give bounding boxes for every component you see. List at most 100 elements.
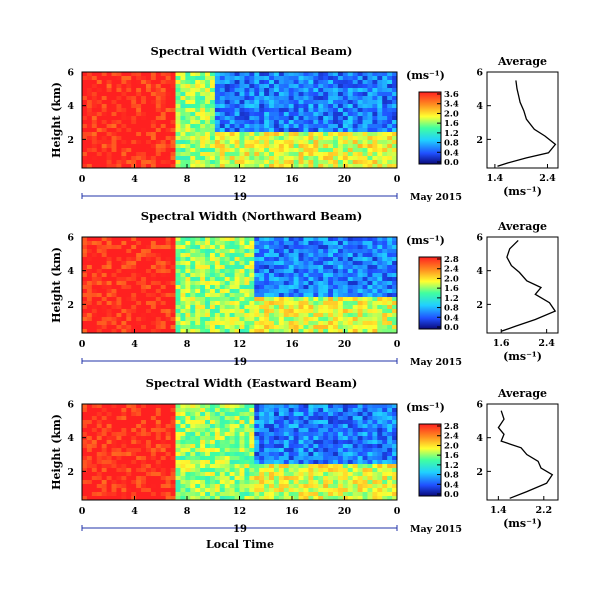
heatmap-cell	[308, 448, 314, 453]
heatmap-cell	[101, 160, 108, 165]
heatmap-cell	[249, 277, 255, 282]
heatmap-cell	[82, 460, 88, 465]
heatmap-cell	[249, 468, 255, 473]
heatmap-cell	[200, 317, 206, 322]
heatmap-cell	[224, 472, 231, 477]
heatmap-cell	[116, 444, 122, 449]
heatmap-cell	[357, 321, 363, 326]
heatmap-cell	[190, 253, 196, 258]
heatmap-cell	[288, 309, 295, 314]
heatmap-cell	[185, 96, 191, 101]
heatmap-cell	[269, 80, 275, 85]
heatmap-cell	[372, 277, 378, 282]
heatmap-cell	[308, 72, 314, 77]
heatmap-cell	[96, 313, 103, 318]
heatmap-cell	[372, 488, 378, 493]
heatmap-cell	[145, 281, 152, 286]
colorbar-tick-label: 0.0	[444, 323, 459, 333]
heatmap-cell	[160, 436, 167, 441]
heatmap-cell	[283, 273, 290, 278]
day-label: 19	[233, 192, 247, 203]
heatmap-cell	[337, 156, 344, 161]
heatmap-cell	[141, 325, 147, 330]
heatmap-cell	[195, 293, 201, 298]
heatmap-cell	[155, 484, 162, 489]
heatmap-cell	[209, 241, 216, 246]
heatmap-cell	[219, 321, 226, 326]
heatmap-cell	[160, 72, 167, 77]
heatmap-cell	[367, 277, 373, 282]
heatmap-cell	[254, 484, 260, 489]
heatmap-cell	[264, 237, 270, 242]
heatmap-cell	[308, 144, 314, 149]
heatmap-cell	[224, 456, 231, 461]
heatmap-cell	[303, 241, 309, 246]
heatmap-cell	[209, 285, 216, 290]
heatmap-cell	[219, 408, 226, 413]
heatmap-cell	[185, 432, 191, 437]
heatmap-cell	[387, 472, 393, 477]
heatmap-cell	[357, 120, 363, 125]
heatmap-cell	[190, 100, 196, 105]
heatmap-cell	[392, 237, 398, 242]
heatmap-cell	[239, 321, 245, 326]
heatmap-cell	[150, 261, 157, 266]
heatmap-cell	[155, 408, 162, 413]
heatmap-cell	[224, 92, 231, 97]
heatmap-cell	[145, 416, 152, 421]
heatmap-cell	[101, 148, 108, 153]
heatmap-cell	[150, 313, 157, 318]
heatmap-cell	[347, 289, 354, 294]
heatmap-cell	[367, 468, 373, 473]
heatmap-cell	[367, 444, 373, 449]
heatmap-cell	[106, 124, 112, 129]
heatmap-cell	[165, 261, 171, 266]
heatmap-cell	[175, 104, 181, 109]
heatmap-cell	[160, 416, 167, 421]
heatmap-cell	[175, 124, 181, 129]
heatmap-cell	[323, 444, 329, 449]
heatmap-cell	[288, 273, 295, 278]
heatmap-cell	[185, 297, 191, 302]
heatmap-cell	[273, 416, 280, 421]
heatmap-cell	[234, 317, 240, 322]
heatmap-cell	[357, 124, 363, 129]
heatmap-cell	[254, 476, 260, 481]
heatmap-cell	[136, 301, 142, 306]
heatmap-cell	[244, 480, 250, 485]
heatmap-cell	[323, 313, 329, 318]
x-tick-label: 4	[131, 506, 138, 517]
heatmap-cell	[150, 472, 157, 477]
heatmap-cell	[136, 428, 142, 433]
heatmap-cell	[209, 313, 216, 318]
heatmap-cell	[101, 464, 108, 469]
heatmap-cell	[116, 456, 122, 461]
heatmap-cell	[259, 120, 265, 125]
heatmap-cell	[229, 144, 235, 149]
heatmap-cell	[136, 116, 142, 121]
heatmap-cell	[377, 480, 383, 485]
heatmap-cell	[318, 132, 324, 137]
heatmap-cell	[352, 325, 359, 330]
heatmap-cell	[145, 237, 152, 242]
heatmap-cell	[82, 148, 88, 153]
heatmap-cell	[372, 420, 378, 425]
heatmap-cell	[382, 140, 388, 145]
heatmap-cell	[303, 96, 309, 101]
heatmap-cell	[259, 305, 265, 310]
heatmap-cell	[239, 301, 245, 306]
heatmap-cell	[214, 96, 221, 101]
heatmap-cell	[170, 80, 176, 85]
heatmap-cell	[131, 476, 137, 481]
heatmap-cell	[357, 488, 363, 493]
heatmap-cell	[377, 76, 383, 81]
heatmap-cell	[150, 476, 157, 481]
heatmap-cell	[244, 325, 250, 330]
heatmap-cell	[116, 440, 122, 445]
heatmap-cell	[214, 156, 221, 161]
heatmap-cell	[200, 464, 206, 469]
heatmap-cell	[313, 325, 319, 330]
heatmap-cell	[200, 420, 206, 425]
heatmap-cell	[126, 301, 132, 306]
heatmap-cell	[313, 285, 319, 290]
